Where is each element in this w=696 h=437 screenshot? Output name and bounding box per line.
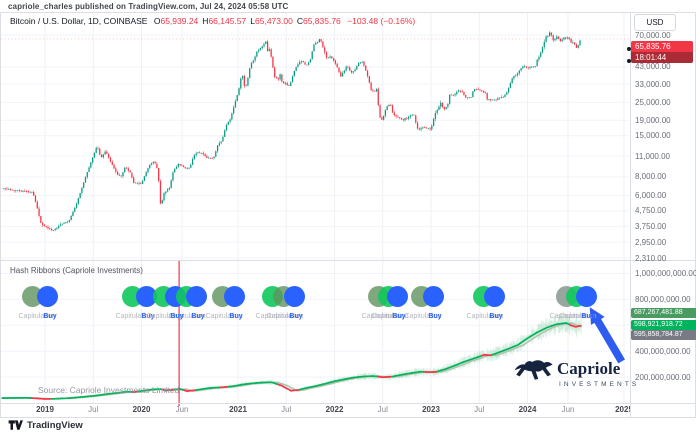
price-axis-label: 2,310.00 (635, 253, 667, 263)
indicator-axis-label: 400,000,000.00 (635, 346, 691, 356)
buy-signal-circle (575, 286, 597, 307)
indicator-title[interactable]: Hash Ribbons (Capriole Investments) (10, 266, 143, 275)
capitulation-label: Capitulation (205, 313, 243, 320)
time-axis-label: Jul (377, 405, 388, 414)
buy-label: Buy (392, 313, 406, 320)
price-axis-label: 43,000.00 (635, 62, 671, 72)
time-axis-label: 2019 (36, 405, 54, 414)
time-axis-label: Jul (474, 405, 485, 414)
price-axis-label: 19,000.00 (635, 115, 671, 125)
ohlc-value: 65,835.76 (302, 16, 341, 26)
axis-marker-dot (627, 47, 631, 51)
price-axis-label: 15,000.00 (635, 131, 671, 141)
price-axis-label: 2,950.00 (635, 237, 667, 247)
ohlc-value: 65,473.00 (255, 16, 293, 26)
current-price-badge: 65,835.76 18:01:44 (631, 41, 693, 63)
price-axis-label: 25,000.00 (635, 97, 671, 107)
time-scale[interactable]: 2019 Jul 2020 Jun 2021 Jul 2022 Jul 2023 Jul 2024 J… (0, 403, 630, 417)
capitulation-label: Capitulation (404, 313, 442, 320)
time-axis-label: 2022 (325, 405, 344, 414)
capitulation-label: Capitulation (146, 313, 184, 320)
buy-label: Buy (141, 313, 155, 320)
capitulation-label: Capitulation (266, 313, 304, 320)
ohlc-key: C (296, 16, 303, 26)
capitulation-label: Capitulation (18, 313, 56, 320)
capitulation-label: Capitulation (466, 313, 504, 320)
buy-label: Buy (191, 313, 205, 320)
symbol-legend[interactable]: Bitcoin / U.S. Dollar, 1D, COINBASE O65,… (10, 16, 415, 26)
capriole-logo-sub: INVESTMENTS (559, 381, 640, 388)
source-credit: Source: Capriole Investments Limited (38, 385, 180, 395)
axis-marker-dot (627, 59, 631, 63)
buy-signal-circle (135, 286, 157, 307)
price-axis-label: 33,000.00 (635, 79, 671, 89)
buy-signal-circle (283, 286, 305, 307)
buy-label: Buy (289, 313, 303, 320)
price-axis-label: 3,750.00 (635, 221, 667, 231)
indicator-value-badge: 595,858,784.87 (631, 330, 696, 340)
time-axis-label: 2025 (615, 405, 630, 414)
capitulation-label: Capitulation (559, 313, 597, 320)
indicator-value-badge: 598,921,918.72 (631, 320, 696, 330)
buy-label: Buy (170, 313, 184, 320)
pane-separator[interactable] (0, 260, 696, 261)
price-axis-label: 4,750.00 (635, 206, 667, 216)
symbol-title: Bitcoin / U.S. Dollar, 1D, COINBASE (10, 16, 148, 26)
capitulation-label: Capitulation (549, 313, 587, 320)
time-axis-label: Jul (88, 405, 99, 414)
time-axis-label: 2024 (518, 405, 537, 414)
time-axis-label: Jun (175, 405, 189, 414)
buy-label: Buy (581, 313, 595, 320)
capitulation-label: Capitulation (361, 313, 399, 320)
indicator-axis-label: 1,000,000,000.00 (635, 269, 696, 278)
price-axis-label: 6,000.00 (635, 191, 667, 201)
buy-signal-circle (386, 286, 408, 307)
ohlc-key: O (153, 16, 161, 26)
change-value: −103.48 (−0.16%) (347, 16, 416, 26)
time-scale-border (0, 403, 696, 404)
capitulation-label: Capitulation (115, 313, 153, 320)
currency-button[interactable]: USD (634, 14, 676, 31)
capitulation-label: Capitulation (371, 313, 409, 320)
indicator-axis-label: 200,000,000.00 (635, 372, 691, 382)
time-axis-label: 2021 (229, 405, 247, 414)
indicator-axis-label: 800,000,000.00 (635, 294, 691, 304)
tradingview-brand-name: TradingView (27, 419, 83, 431)
buy-signal-circle (422, 286, 444, 307)
tradingview-logo-icon (8, 420, 23, 430)
buy-label: Buy (43, 313, 57, 320)
time-axis-label: 2023 (422, 405, 440, 414)
bar-countdown: 18:01:44 (631, 52, 693, 63)
price-axis-label: 8,000.00 (635, 172, 667, 182)
indicator-value-badge: 687,267,481.88 (631, 308, 696, 318)
capriole-logo-name: Capriole (557, 359, 621, 378)
capriole-horse-icon (512, 356, 556, 390)
ohlc-value: 65,939.24 (160, 16, 199, 26)
time-axis-label: Jun (561, 405, 575, 414)
ohlc-key: L (250, 16, 255, 26)
capitulation-label: Capitulation (255, 313, 293, 320)
price-scale-border (630, 12, 631, 417)
publish-header: capriole_charles published on TradingVie… (8, 2, 289, 11)
buy-signal-circle (223, 286, 245, 307)
buy-label: Buy (229, 313, 243, 320)
buy-signal-circle (483, 286, 505, 307)
time-axis-label: 2020 (132, 405, 151, 414)
buy-label: Buy (428, 313, 442, 320)
tradingview-brand-link[interactable]: TradingView (8, 419, 83, 431)
ohlc-key: H (202, 16, 209, 26)
price-axis-label: 70,000.00 (635, 30, 671, 40)
time-axis-label: Jul (281, 405, 292, 414)
current-price-value: 65,835.76 (631, 41, 693, 52)
buy-signal-circle (36, 286, 58, 307)
buy-signal-circle (185, 286, 207, 307)
price-axis-label: 11,000.00 (635, 151, 670, 161)
buy-label: Buy (489, 313, 503, 320)
ohlc-values: O65,939.24 H66,145.57 L65,473.00 C65,835.76 (150, 16, 341, 26)
capitulation-label: Capitulation (168, 313, 206, 320)
ohlc-value: 66,145.57 (208, 16, 247, 26)
